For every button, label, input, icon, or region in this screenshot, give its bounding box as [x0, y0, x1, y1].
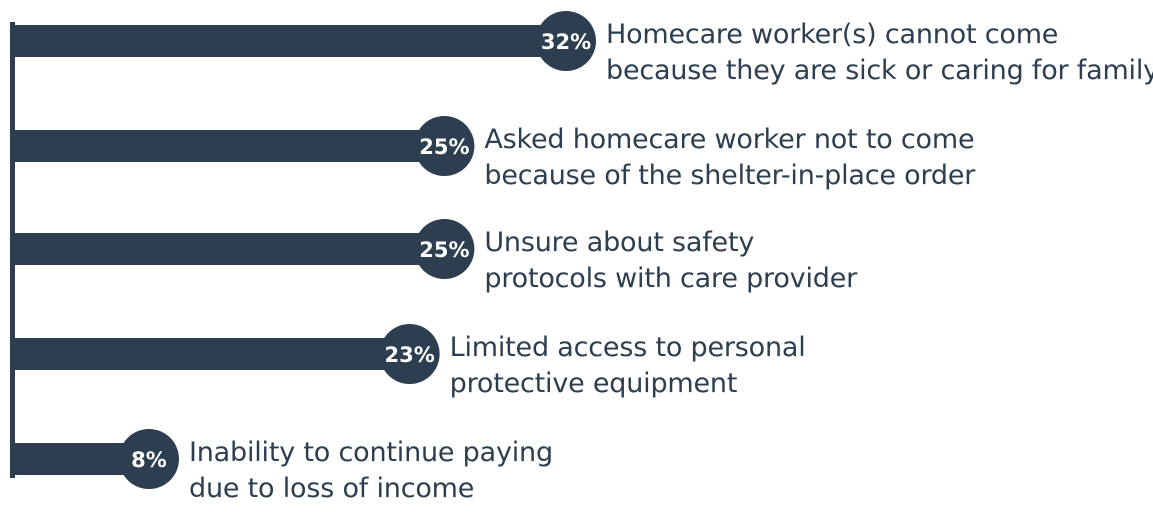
bar-group: 25% [10, 116, 475, 176]
category-label: Limited access to personal protective equ… [450, 330, 806, 402]
bar-group: 25% [10, 219, 475, 279]
bar-group: 32% [10, 11, 596, 71]
category-label-line: Homecare worker(s) cannot come [606, 19, 1059, 50]
bar [10, 233, 445, 265]
category-label-line: Asked homecare worker not to come [484, 124, 975, 155]
value-badge [414, 116, 475, 176]
data-label: 32% [541, 30, 591, 54]
category-label-line: due to loss of income [189, 473, 475, 504]
category-label: Unsure about safety protocols with care p… [484, 225, 857, 297]
data-label: 25% [419, 238, 469, 262]
data-label: 23% [384, 343, 434, 367]
value-badge [379, 324, 440, 384]
category-label-line: Inability to continue paying [189, 437, 553, 468]
category-label: Asked homecare worker not to come because… [484, 122, 975, 194]
category-label: Homecare worker(s) cannot come because th… [606, 17, 1153, 89]
value-badge [119, 429, 179, 489]
bar [10, 338, 410, 370]
data-label: 25% [419, 135, 469, 159]
bar-group: 23% [10, 324, 440, 384]
category-label-line: because they are sick or caring for fami… [606, 55, 1153, 86]
bar [10, 130, 445, 162]
value-badge [536, 11, 596, 71]
category-label-line: protocols with care provider [484, 263, 858, 294]
category-label-line: Limited access to personal [449, 332, 806, 363]
data-label: 8% [131, 448, 167, 472]
category-label: Inability to continue paying due to loss … [189, 435, 553, 507]
value-badge [414, 219, 475, 279]
category-label-line: because of the shelter-in-place order [484, 160, 976, 191]
category-label-line: protective equipment [449, 368, 738, 399]
bar-group: 8% [10, 429, 179, 489]
category-label-line: Unsure about safety [484, 227, 755, 258]
bar [10, 25, 566, 57]
